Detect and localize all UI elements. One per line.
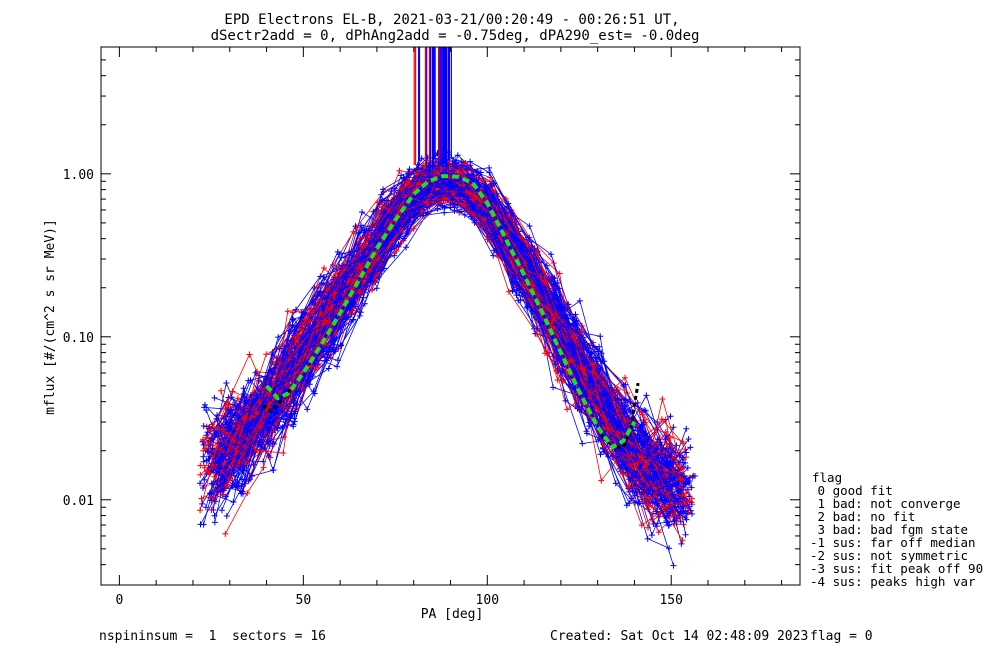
x-tick-label: 50 [296,593,312,608]
median-curve-low [261,382,298,414]
spectrum-line [222,182,681,496]
footer-sectors: nspininsum = 1 sectors = 16 [99,629,326,644]
overlay-curves [261,173,640,450]
spectrum-markers [197,173,677,523]
x-axis-label: PA [deg] [421,607,484,622]
footer-flag: flag = 0 [810,629,873,644]
pitch-angle-spectra [197,149,698,569]
spectrum-line [218,189,676,508]
spectrum-line [204,178,670,503]
spectrum-line [213,165,674,479]
spectrum-markers [205,168,674,517]
spectrum-markers [200,165,670,521]
legend-item: -3 sus: fit peak off 90 [810,561,983,576]
chart-title-line1: EPD Electrons EL-B, 2021-03-21/00:20:49 … [224,12,679,28]
legend: flag 0 good fit 1 bad: not converge 2 ba… [810,470,983,589]
spectrum-markers [208,166,677,511]
spectrum-markers [197,172,675,514]
spectrum-line [210,169,678,519]
spectrum-line [202,168,668,519]
median-curve-high [600,382,640,449]
spectrum-markers [214,196,693,511]
y-tick-label: 1.00 [63,168,94,183]
spectrum-line [216,176,681,497]
spectrum-markers [207,166,680,522]
spectrum-line [211,169,675,509]
legend-item: 3 bad: bad fgm state [810,522,968,537]
spectrum-markers [206,159,686,483]
y-tick-label: 0.10 [63,331,94,346]
spectrum-line [208,181,675,507]
spectrum-line [213,176,670,527]
spectrum-markers [201,176,672,506]
spectrum-line [209,171,664,492]
spectrum-line [220,168,681,487]
spectrum-line [224,171,696,486]
legend-item: -2 sus: not symmetric [810,548,968,563]
spectrum-markers [204,195,680,522]
spectrum-line [206,167,678,525]
fit-curve [265,173,637,450]
axes: 0 50 100 150 0.01 0.10 1.00 [63,46,800,608]
x-tick-label: 150 [659,593,682,608]
spectrum-markers [215,179,678,528]
y-tick-label: 0.01 [63,494,94,509]
legend-title: flag [812,470,842,485]
footer-created: Created: Sat Oct 14 02:48:09 2023 [550,629,808,644]
y-axis-label: mflux [#/(cm^2 s sr MeV)] [43,219,58,415]
legend-item: 1 bad: not converge [810,496,961,511]
spectrum-line [214,178,673,516]
legend-item: 0 good fit [810,483,893,498]
x-tick-label: 100 [476,593,499,608]
spectrum-line [218,197,682,514]
upper-spikes [413,47,452,171]
legend-item: -4 sus: peaks high var [810,574,976,589]
spectrum-line [211,185,668,523]
spectrum-markers [210,162,676,481]
legend-item: 2 bad: no fit [810,509,915,524]
chart-title-line2: dSectr2add = 0, dPhAng2add = -0.75deg, d… [211,28,700,44]
plot-area [197,47,698,569]
legend-item: -1 sus: far off median [810,535,976,550]
spectrum-line [217,198,690,508]
x-tick-label: 0 [115,593,123,608]
spectrum-markers [213,172,679,514]
